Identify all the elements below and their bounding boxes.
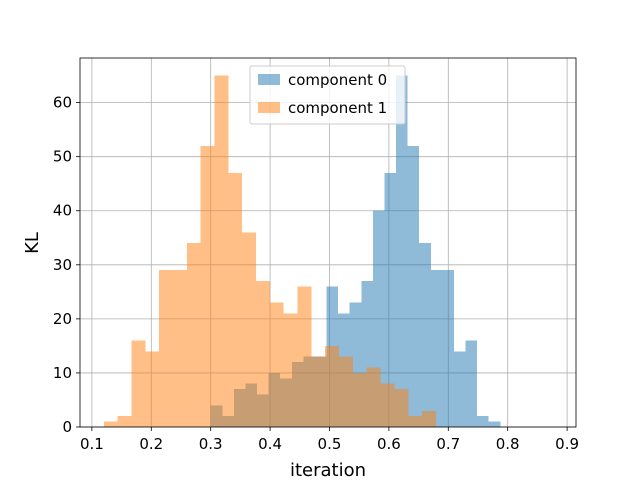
bar-series-1-bin-8	[214, 75, 229, 428]
y-tick-label-6: 60	[53, 94, 72, 112]
bar-series-0-bin-17	[407, 145, 420, 427]
bar-series-1-bin-3	[145, 351, 160, 427]
legend-label-1: component 1	[288, 99, 387, 117]
y-tick-label-1: 10	[53, 364, 72, 382]
bar-series-1-bin-2	[131, 340, 146, 427]
x-tick-label-0: 0.1	[80, 435, 104, 453]
bar-series-1-bin-5	[172, 270, 187, 427]
x-tick-label-8: 0.9	[555, 435, 579, 453]
bar-series-1-bin-19	[366, 367, 381, 427]
bar-series-1-bin-7	[200, 145, 215, 427]
x-tick-label-1: 0.2	[139, 435, 163, 453]
bar-series-1-bin-18	[352, 372, 367, 427]
legend-box	[249, 65, 406, 125]
bar-series-1-bin-14	[297, 286, 312, 427]
legend-label-0: component 0	[288, 71, 387, 89]
x-tick-label-5: 0.6	[377, 435, 401, 453]
bar-series-0-bin-14	[372, 210, 385, 427]
bar-series-1-bin-11	[256, 281, 270, 427]
bar-series-1-bin-12	[269, 302, 284, 427]
legend: component 0 component 1	[249, 65, 406, 125]
x-tick-label-3: 0.4	[258, 435, 282, 453]
bar-series-1-bin-0	[103, 421, 118, 427]
bar-series-0-bin-19	[430, 270, 443, 427]
y-tick-label-3: 30	[53, 256, 72, 274]
axes: 0.1 0.2 0.3 0.4 0.5 0.6 0.7 0.8 0.9 0 10 20 30 40 50 60	[53, 57, 579, 453]
bar-series-1-bin-4	[159, 270, 173, 427]
bar-series-0-bin-21	[453, 351, 466, 427]
bars	[103, 75, 501, 428]
bar-series-0-bin-22	[465, 340, 478, 427]
legend-swatch-0	[258, 74, 280, 85]
bar-series-1-bin-1	[117, 416, 132, 427]
x-tick-label-4: 0.5	[318, 435, 342, 453]
bar-series-1-bin-10	[242, 232, 257, 427]
bar-series-1-bin-6	[186, 243, 201, 427]
bar-series-1-bin-22	[408, 416, 423, 427]
bar-series-1-bin-16	[325, 345, 340, 427]
x-tick-label-6: 0.7	[436, 435, 460, 453]
y-axis-label: KL	[22, 232, 43, 254]
x-tick-label-7: 0.8	[496, 435, 520, 453]
bar-series-1-bin-13	[283, 313, 298, 427]
bar-series-0-bin-23	[477, 416, 489, 427]
bar-series-0-bin-16	[396, 75, 408, 428]
bar-series-0-bin-24	[488, 421, 501, 427]
x-axis-label: iteration	[290, 460, 366, 480]
bar-series-1-bin-20	[380, 383, 395, 427]
y-tick-label-5: 50	[53, 148, 72, 166]
bar-series-1-bin-21	[394, 389, 409, 427]
bar-series-1-bin-17	[339, 356, 353, 427]
bar-series-1-bin-15	[311, 356, 326, 427]
bar-series-1-bin-9	[228, 172, 243, 427]
y-tick-label-4: 40	[53, 202, 72, 220]
y-tick-label-0: 0	[62, 418, 72, 436]
bar-series-1-bin-23	[422, 410, 436, 427]
series-1-bars	[103, 75, 436, 428]
legend-swatch-1	[258, 102, 280, 113]
x-tick-label-2: 0.3	[199, 435, 223, 453]
y-tick-label-2: 20	[53, 310, 72, 328]
plot-frame	[79, 57, 577, 428]
bar-series-0-bin-18	[419, 243, 431, 427]
bar-series-0-bin-20	[442, 270, 454, 427]
bar-series-0-bin-13	[361, 281, 373, 427]
bar-series-0-bin-12	[349, 302, 362, 427]
bar-series-0-bin-15	[384, 172, 397, 427]
